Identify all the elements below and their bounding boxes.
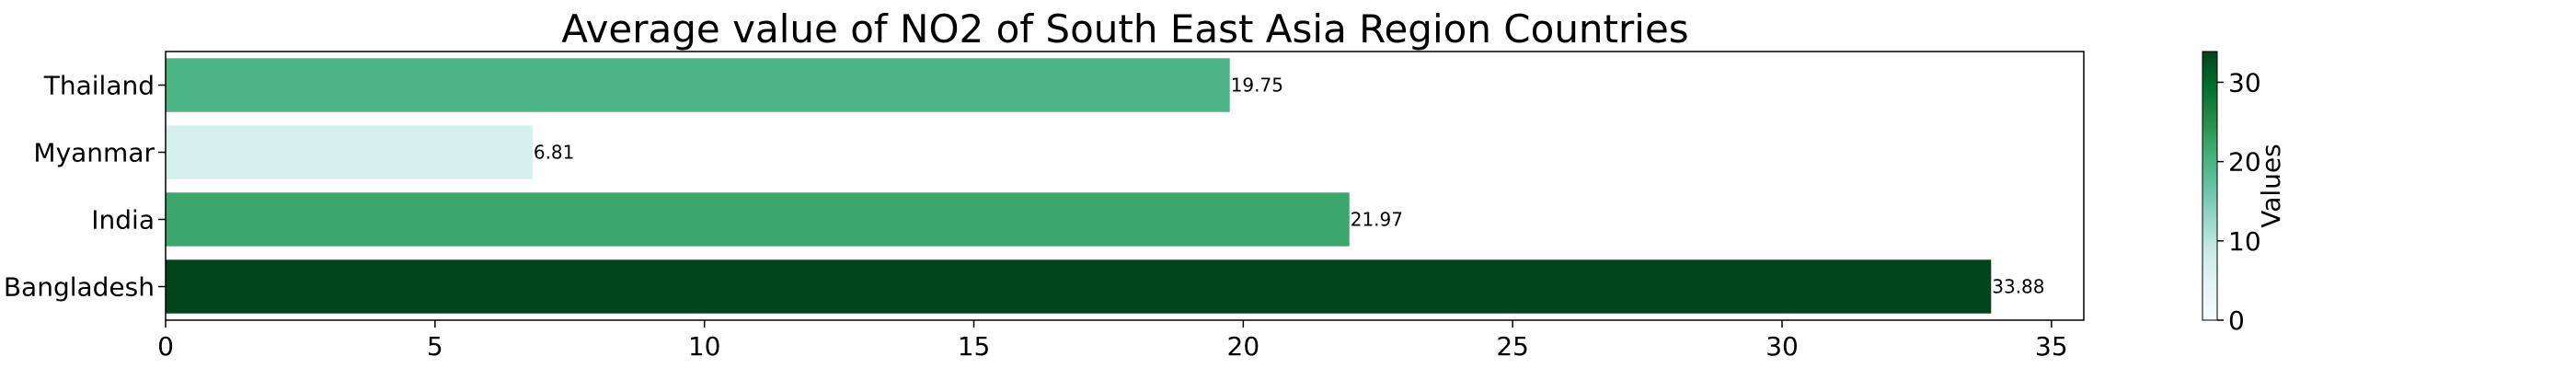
colorbar-label: Values — [2256, 144, 2286, 227]
bar-bangladesh — [166, 259, 1992, 314]
bar-myanmar — [166, 125, 533, 179]
colorbar-tick-label: 0 — [2228, 305, 2245, 336]
x-tick-label: 10 — [688, 331, 721, 362]
data-label-thailand: 19.75 — [1231, 75, 1283, 97]
bar-thailand — [166, 58, 1230, 112]
x-tick-label: 35 — [2035, 331, 2068, 362]
data-label-myanmar: 6.81 — [534, 142, 575, 164]
y-tick-label-myanmar: Myanmar — [33, 138, 155, 168]
x-tick-label: 30 — [1765, 331, 1799, 362]
x-tick-label: 15 — [958, 331, 991, 362]
data-label-india: 21.97 — [1351, 209, 1403, 231]
y-tick-label-thailand: Thailand — [43, 71, 155, 101]
x-tick-label: 0 — [157, 331, 174, 362]
x-tick-label: 20 — [1227, 331, 1260, 362]
y-tick-label-india: India — [91, 205, 155, 236]
colorbar — [2202, 51, 2218, 321]
plot-frame — [165, 51, 2085, 321]
colorbar-tick-label: 10 — [2228, 226, 2261, 257]
chart-title: Average value of NO2 of South East Asia … — [561, 6, 1688, 52]
data-label-bangladesh: 33.88 — [1992, 276, 2044, 298]
colorbar-tick-label: 20 — [2228, 147, 2261, 178]
colorbar-tick-label: 30 — [2228, 67, 2261, 98]
x-tick-label: 5 — [427, 331, 443, 362]
x-tick-label: 25 — [1496, 331, 1529, 362]
y-tick-label-bangladesh: Bangladesh — [4, 272, 155, 303]
bar-india — [166, 192, 1350, 247]
